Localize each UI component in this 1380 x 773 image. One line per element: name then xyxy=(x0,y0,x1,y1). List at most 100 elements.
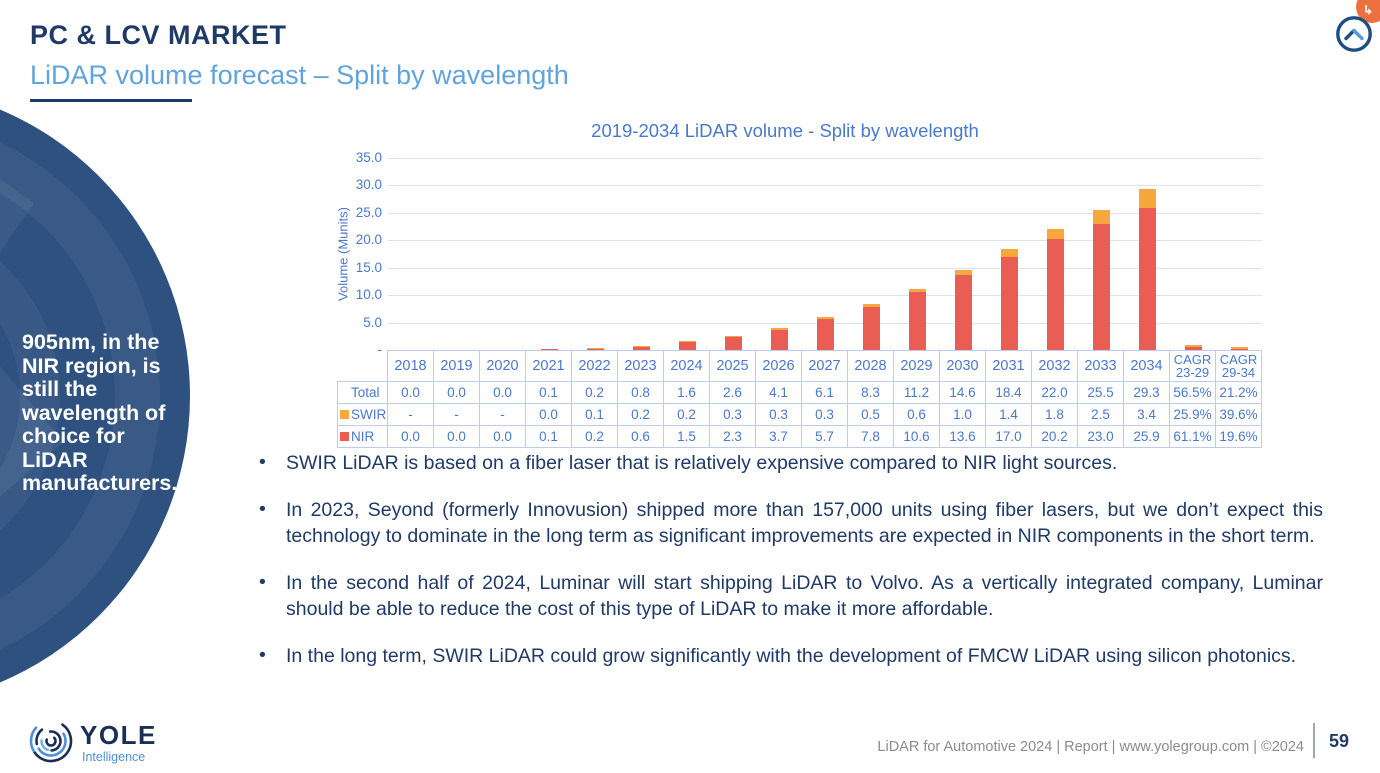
bars xyxy=(388,158,1262,350)
bar-column xyxy=(894,158,940,350)
table-cell: 39.6% xyxy=(1215,403,1262,426)
bar-segment-nir xyxy=(1138,207,1156,350)
table-cell: 0.2 xyxy=(617,403,664,426)
table-cell: 17.0 xyxy=(985,425,1032,448)
bar-column xyxy=(388,158,434,350)
column-header: 2026 xyxy=(755,350,802,382)
column-header: 2025 xyxy=(709,350,756,382)
table-cell: 19.6% xyxy=(1215,425,1262,448)
page-subtitle: LiDAR volume forecast – Split by wavelen… xyxy=(30,60,569,90)
bar-segment-nir xyxy=(908,291,926,350)
bar-column xyxy=(1078,158,1124,350)
table-cell: 18.4 xyxy=(985,381,1032,404)
bar-column xyxy=(710,158,756,350)
column-header: 2034 xyxy=(1123,350,1170,382)
table-cell: 3.4 xyxy=(1123,403,1170,426)
column-header: 2030 xyxy=(939,350,986,382)
table-header-row: 2018 2019 2020 2021 2022 2023 2024 2025 2026 2027… xyxy=(338,350,1262,382)
table-cell: 1.4 xyxy=(985,403,1032,426)
column-header: 2027 xyxy=(801,350,848,382)
bar-segment-swir xyxy=(724,335,742,338)
table-cell: - xyxy=(433,403,480,426)
table-cell: 3.7 xyxy=(755,425,802,448)
scroll-top-button[interactable] xyxy=(1334,14,1374,54)
column-header: 2021 xyxy=(525,350,572,382)
y-tick-label: 15.0 xyxy=(355,259,382,275)
table-cell: 0.8 xyxy=(617,381,664,404)
y-tick-labels: 35.0 30.0 25.0 20.0 15.0 10.0 5.0 - xyxy=(335,150,382,357)
bar-segment-swir xyxy=(678,340,696,342)
notification-badge[interactable]: ↳ xyxy=(1356,0,1380,23)
bar-column xyxy=(480,158,526,350)
bar-column xyxy=(1216,158,1262,350)
table-cell: 1.8 xyxy=(1031,403,1078,426)
bar-column xyxy=(940,158,986,350)
yole-logo-subtext: Intelligence xyxy=(82,750,146,764)
table-cell: 13.6 xyxy=(939,425,986,448)
bar-segment-swir xyxy=(1000,249,1018,257)
bar-segment-nir xyxy=(1092,223,1110,350)
bar-column xyxy=(618,158,664,350)
bar-segment-nir xyxy=(862,307,880,350)
table-cell: 25.5 xyxy=(1077,381,1124,404)
table-cell: 20.2 xyxy=(1031,425,1078,448)
bar-segment-nir xyxy=(770,329,788,350)
table-cell: 8.3 xyxy=(847,381,894,404)
bar-segment-swir xyxy=(1046,229,1064,240)
table-cell: 25.9 xyxy=(1123,425,1170,448)
legend-swatch-swir xyxy=(340,410,349,419)
column-header: 2033 xyxy=(1077,350,1124,382)
bar-segment-nir xyxy=(540,349,558,350)
bar-segment-nir xyxy=(678,341,696,350)
bar-segment-nir xyxy=(1230,348,1248,350)
bar-segment-swir xyxy=(586,348,604,349)
table-row: Total 0.0 0.0 0.0 0.1 0.2 0.8 1.6 2.6 4.1 6.1 8.3 11… xyxy=(337,381,1262,404)
footer-info: LiDAR for Automotive 2024 | Report | www… xyxy=(877,739,1304,755)
bar-segment-nir xyxy=(1046,239,1064,350)
column-header: CAGR 29-34 xyxy=(1215,350,1262,382)
table-cell: 56.5% xyxy=(1169,381,1216,404)
table-cell: 0.3 xyxy=(709,403,756,426)
table-cell: 1.0 xyxy=(939,403,986,426)
bullet-item: SWIR LiDAR is based on a fiber laser tha… xyxy=(253,449,1323,477)
column-header: CAGR 23-29 xyxy=(1169,350,1216,382)
bar-column xyxy=(572,158,618,350)
column-header: 2028 xyxy=(847,350,894,382)
chart: 2019-2034 LiDAR volume - Split by wavele… xyxy=(335,118,1265,458)
sidebar-note: 905nm, in the NIR region, is still the w… xyxy=(22,330,178,495)
column-header: 2031 xyxy=(985,350,1032,382)
bar-segment-swir xyxy=(1184,345,1202,347)
table-cell: 10.6 xyxy=(893,425,940,448)
table-cell: 0.0 xyxy=(387,425,434,448)
gridline xyxy=(388,267,1262,269)
table-corner xyxy=(338,351,388,382)
legend-swatch-nir xyxy=(340,432,349,441)
bar-segment-swir xyxy=(1092,210,1110,224)
bar-segment-nir xyxy=(632,346,650,350)
column-header: 2020 xyxy=(479,350,526,382)
column-header: 2023 xyxy=(617,350,664,382)
footer-divider xyxy=(1313,723,1315,758)
gridline xyxy=(388,158,1262,159)
yole-logo-text: YOLE xyxy=(80,720,157,750)
table-cell: 6.1 xyxy=(801,381,848,404)
bar-segment-nir xyxy=(1000,256,1018,350)
gridline xyxy=(388,295,1262,297)
y-tick-label: 10.0 xyxy=(355,287,382,303)
gridline xyxy=(388,212,1262,214)
table-cell: 2.5 xyxy=(1077,403,1124,426)
row-label: SWIR xyxy=(337,403,388,426)
column-header: 2032 xyxy=(1031,350,1078,382)
bar-segment-nir xyxy=(586,348,604,350)
table-cell: 0.2 xyxy=(571,425,618,448)
bar-segment-swir xyxy=(770,328,788,330)
table-cell: 61.1% xyxy=(1169,425,1216,448)
bar-segment-nir xyxy=(954,275,972,350)
table-cell: 2.3 xyxy=(709,425,756,448)
table-cell: 0.0 xyxy=(433,381,480,404)
table-cell: 0.0 xyxy=(433,425,480,448)
bar-column xyxy=(986,158,1032,350)
bar-segment-nir xyxy=(1184,346,1202,350)
table-cell: 21.2% xyxy=(1215,381,1262,404)
table-row: NIR 0.0 0.0 0.0 0.1 0.2 0.6 1.5 2.3 3.7 5.7 7.8 10.6… xyxy=(337,425,1262,448)
